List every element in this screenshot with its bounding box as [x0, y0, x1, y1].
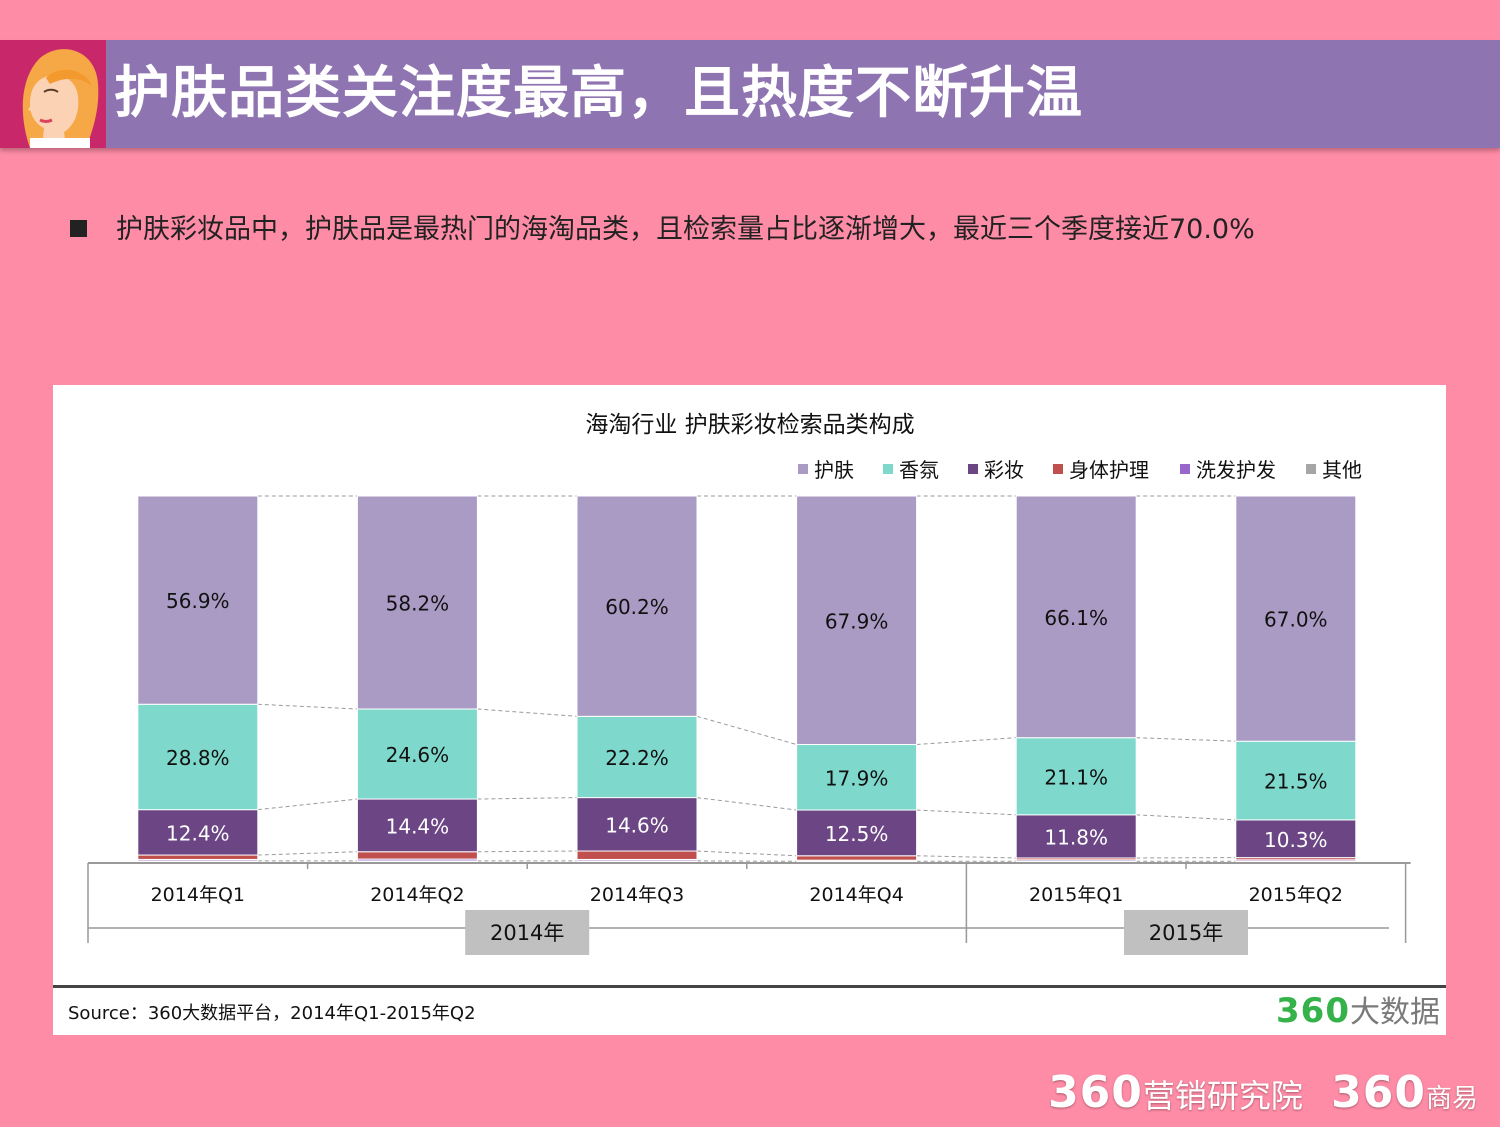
connector-line: [477, 709, 577, 716]
data-label: 14.4%: [386, 814, 450, 838]
data-labels: 12.4% 28.8% 56.9% 14.4% 24.6% 58.2% 14.6% 22.2%…: [166, 589, 1328, 852]
bar-segment: [357, 852, 477, 859]
data-label: 56.9%: [166, 589, 230, 613]
bullet-marker: [70, 220, 87, 237]
bars: [138, 496, 1356, 862]
x-tick-label: 2015年Q1: [1029, 884, 1123, 906]
data-label: 66.1%: [1044, 606, 1108, 630]
legend-swatch: [1306, 464, 1316, 474]
data-label: 58.2%: [386, 592, 450, 616]
legend-swatch: [883, 464, 893, 474]
connector-line: [1136, 738, 1236, 742]
data-label: 21.1%: [1044, 765, 1108, 789]
data-label: 60.2%: [605, 595, 669, 619]
data-label: 11.8%: [1044, 825, 1108, 849]
data-label: 17.9%: [825, 766, 889, 790]
bar-segment: [138, 855, 258, 859]
footer-brand2-number: 360: [1331, 1067, 1426, 1118]
data-label: 10.3%: [1264, 828, 1328, 852]
chart-legend: 护肤 香氛 彩妆 身体护理 洗发护发 其他: [798, 458, 1362, 482]
data-label: 67.9%: [825, 609, 889, 633]
connector-line: [917, 856, 1017, 858]
x-axis: 2014年Q1 2014年Q2 2014年Q3 2014年Q4 2015年Q1 2015年…: [88, 863, 1411, 955]
connector-line: [258, 704, 358, 709]
legend-swatch: [1053, 464, 1063, 474]
stacked-bar-chart: 海淘行业 护肤彩妆检索品类构成 护肤 香氛 彩妆 身体护理 洗发护发 其他 12.4% 28…: [53, 385, 1446, 985]
legend-label: 彩妆: [984, 458, 1024, 482]
woman-avatar-icon: [0, 40, 106, 148]
footer-brand1-text: 营销研究院: [1143, 1077, 1303, 1115]
data-label: 67.0%: [1264, 608, 1328, 632]
source-divider: [53, 985, 1446, 988]
connector-line: [477, 798, 577, 799]
data-label: 28.8%: [166, 746, 230, 770]
legend-label: 护肤: [814, 458, 854, 482]
x-tick-label: 2014年Q2: [370, 884, 464, 906]
x-tick-label: 2014年Q4: [809, 884, 903, 906]
legend-swatch: [968, 464, 978, 474]
bar-segment: [577, 851, 697, 859]
data-label: 21.5%: [1264, 770, 1328, 794]
chart-title: 海淘行业 护肤彩妆检索品类构成: [585, 412, 914, 438]
data-label: 22.2%: [605, 746, 669, 770]
connector-line: [1136, 815, 1236, 820]
logo-number: 360: [1276, 991, 1350, 1031]
data-label: 12.5%: [825, 822, 889, 846]
x-tick-label: 2015年Q2: [1249, 884, 1343, 906]
chart-panel: 海淘行业 护肤彩妆检索品类构成 护肤 香氛 彩妆 身体护理 洗发护发 其他 12.4% 28…: [53, 385, 1446, 1035]
page-title: 护肤品类关注度最高，且热度不断升温: [114, 54, 1083, 134]
title-bar: 护肤品类关注度最高，且热度不断升温: [0, 40, 1500, 148]
connector-line: [477, 851, 577, 852]
connector-line: [258, 852, 358, 855]
x-tick-label: 2014年Q1: [151, 884, 245, 906]
legend-swatch: [798, 464, 808, 474]
data-label: 12.4%: [166, 821, 230, 845]
group-label: 2014年: [490, 921, 564, 945]
logo-text: 大数据: [1350, 995, 1440, 1030]
bar-segment: [797, 856, 917, 860]
data-label: 14.6%: [605, 813, 669, 837]
legend-label: 身体护理: [1069, 458, 1149, 482]
legend-label: 其他: [1322, 458, 1362, 482]
legend-label: 香氛: [899, 458, 939, 482]
360-bigdata-logo: 360大数据: [1276, 991, 1440, 1033]
source-text: Source：360大数据平台，2014年Q1-2015年Q2: [68, 999, 476, 1025]
connector-line: [917, 738, 1017, 745]
legend-label: 洗发护发: [1196, 458, 1276, 482]
bullet-text: 护肤彩妆品中，护肤品是最热门的海淘品类，且检索量占比逐渐增大，最近三个季度接近7…: [116, 210, 1255, 250]
group-label: 2015年: [1149, 921, 1223, 945]
connector-line: [258, 799, 358, 810]
legend-swatch: [1180, 464, 1190, 474]
footer-brands: 360营销研究院 360商易: [1048, 1068, 1478, 1127]
connector-line: [697, 716, 797, 744]
data-label: 24.6%: [386, 743, 450, 767]
connector-line: [697, 798, 797, 810]
footer-brand1-number: 360: [1048, 1067, 1143, 1118]
footer-brand2-text: 商易: [1426, 1084, 1478, 1114]
x-tick-label: 2014年Q3: [590, 884, 684, 906]
connector-line: [917, 810, 1017, 815]
connector-line: [697, 851, 797, 856]
